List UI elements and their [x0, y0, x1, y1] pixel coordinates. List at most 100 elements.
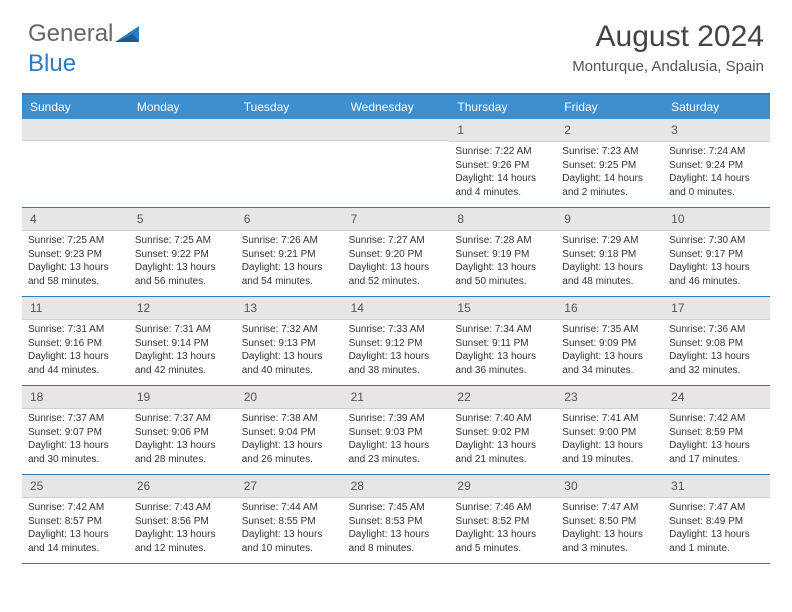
day-number: 12 [129, 297, 236, 320]
sunset-text: Sunset: 8:50 PM [562, 515, 657, 529]
title-block: August 2024 Monturque, Andalusia, Spain [572, 20, 764, 75]
location-text: Monturque, Andalusia, Spain [572, 58, 764, 75]
daylight-text: Daylight: 13 hours and 40 minutes. [242, 350, 337, 377]
weeks-container: 1Sunrise: 7:22 AMSunset: 9:26 PMDaylight… [22, 119, 770, 564]
day-info: Sunrise: 7:28 AMSunset: 9:19 PMDaylight:… [449, 231, 556, 291]
sunset-text: Sunset: 9:23 PM [28, 248, 123, 262]
day-cell: 26Sunrise: 7:43 AMSunset: 8:56 PMDayligh… [129, 475, 236, 563]
sunset-text: Sunset: 9:19 PM [455, 248, 550, 262]
calendar: SundayMondayTuesdayWednesdayThursdayFrid… [22, 93, 770, 564]
day-info: Sunrise: 7:31 AMSunset: 9:16 PMDaylight:… [22, 320, 129, 380]
sunrise-text: Sunrise: 7:42 AM [669, 412, 764, 426]
sunrise-text: Sunrise: 7:37 AM [135, 412, 230, 426]
day-number: 25 [22, 475, 129, 498]
sunrise-text: Sunrise: 7:42 AM [28, 501, 123, 515]
week-row: 1Sunrise: 7:22 AMSunset: 9:26 PMDaylight… [22, 119, 770, 208]
day-cell: 31Sunrise: 7:47 AMSunset: 8:49 PMDayligh… [663, 475, 770, 563]
day-header: Sunday [22, 95, 129, 119]
sunset-text: Sunset: 9:12 PM [349, 337, 444, 351]
sunrise-text: Sunrise: 7:41 AM [562, 412, 657, 426]
daylight-text: Daylight: 13 hours and 28 minutes. [135, 439, 230, 466]
sunrise-text: Sunrise: 7:35 AM [562, 323, 657, 337]
day-info: Sunrise: 7:42 AMSunset: 8:59 PMDaylight:… [663, 409, 770, 469]
day-number: 15 [449, 297, 556, 320]
day-number: 21 [343, 386, 450, 409]
day-cell: 12Sunrise: 7:31 AMSunset: 9:14 PMDayligh… [129, 297, 236, 385]
day-cell: 5Sunrise: 7:25 AMSunset: 9:22 PMDaylight… [129, 208, 236, 296]
sunset-text: Sunset: 8:56 PM [135, 515, 230, 529]
sunrise-text: Sunrise: 7:29 AM [562, 234, 657, 248]
sunrise-text: Sunrise: 7:26 AM [242, 234, 337, 248]
day-info: Sunrise: 7:37 AMSunset: 9:07 PMDaylight:… [22, 409, 129, 469]
day-number: 28 [343, 475, 450, 498]
daylight-text: Daylight: 13 hours and 58 minutes. [28, 261, 123, 288]
day-cell: 18Sunrise: 7:37 AMSunset: 9:07 PMDayligh… [22, 386, 129, 474]
week-row: 4Sunrise: 7:25 AMSunset: 9:23 PMDaylight… [22, 208, 770, 297]
day-number [129, 119, 236, 141]
day-info: Sunrise: 7:43 AMSunset: 8:56 PMDaylight:… [129, 498, 236, 558]
sunset-text: Sunset: 9:03 PM [349, 426, 444, 440]
day-info: Sunrise: 7:34 AMSunset: 9:11 PMDaylight:… [449, 320, 556, 380]
week-row: 25Sunrise: 7:42 AMSunset: 8:57 PMDayligh… [22, 475, 770, 564]
day-cell: 10Sunrise: 7:30 AMSunset: 9:17 PMDayligh… [663, 208, 770, 296]
sunset-text: Sunset: 9:24 PM [669, 159, 764, 173]
week-row: 18Sunrise: 7:37 AMSunset: 9:07 PMDayligh… [22, 386, 770, 475]
sunset-text: Sunset: 8:55 PM [242, 515, 337, 529]
day-info: Sunrise: 7:36 AMSunset: 9:08 PMDaylight:… [663, 320, 770, 380]
sunset-text: Sunset: 9:16 PM [28, 337, 123, 351]
sunset-text: Sunset: 9:09 PM [562, 337, 657, 351]
sunrise-text: Sunrise: 7:34 AM [455, 323, 550, 337]
sunset-text: Sunset: 9:21 PM [242, 248, 337, 262]
daylight-text: Daylight: 13 hours and 30 minutes. [28, 439, 123, 466]
day-info: Sunrise: 7:37 AMSunset: 9:06 PMDaylight:… [129, 409, 236, 469]
day-info: Sunrise: 7:40 AMSunset: 9:02 PMDaylight:… [449, 409, 556, 469]
day-info: Sunrise: 7:46 AMSunset: 8:52 PMDaylight:… [449, 498, 556, 558]
day-cell: 13Sunrise: 7:32 AMSunset: 9:13 PMDayligh… [236, 297, 343, 385]
sunset-text: Sunset: 9:22 PM [135, 248, 230, 262]
day-cell: 3Sunrise: 7:24 AMSunset: 9:24 PMDaylight… [663, 119, 770, 207]
day-cell: 25Sunrise: 7:42 AMSunset: 8:57 PMDayligh… [22, 475, 129, 563]
daylight-text: Daylight: 13 hours and 10 minutes. [242, 528, 337, 555]
empty-cell [236, 119, 343, 207]
day-header: Monday [129, 95, 236, 119]
sunset-text: Sunset: 9:02 PM [455, 426, 550, 440]
day-info: Sunrise: 7:47 AMSunset: 8:49 PMDaylight:… [663, 498, 770, 558]
day-info: Sunrise: 7:33 AMSunset: 9:12 PMDaylight:… [343, 320, 450, 380]
sunrise-text: Sunrise: 7:37 AM [28, 412, 123, 426]
day-cell: 24Sunrise: 7:42 AMSunset: 8:59 PMDayligh… [663, 386, 770, 474]
sunset-text: Sunset: 9:11 PM [455, 337, 550, 351]
sunrise-text: Sunrise: 7:30 AM [669, 234, 764, 248]
header: General August 2024 Monturque, Andalusia… [0, 0, 792, 85]
day-info: Sunrise: 7:30 AMSunset: 9:17 PMDaylight:… [663, 231, 770, 291]
sunset-text: Sunset: 8:49 PM [669, 515, 764, 529]
day-number [236, 119, 343, 141]
sunset-text: Sunset: 9:17 PM [669, 248, 764, 262]
daylight-text: Daylight: 13 hours and 12 minutes. [135, 528, 230, 555]
day-number: 31 [663, 475, 770, 498]
day-number: 3 [663, 119, 770, 142]
daylight-text: Daylight: 13 hours and 23 minutes. [349, 439, 444, 466]
day-number: 24 [663, 386, 770, 409]
page-title: August 2024 [572, 20, 764, 54]
daylight-text: Daylight: 13 hours and 42 minutes. [135, 350, 230, 377]
logo-text-2: Blue [28, 50, 76, 77]
sunset-text: Sunset: 9:25 PM [562, 159, 657, 173]
day-number: 2 [556, 119, 663, 142]
day-info: Sunrise: 7:23 AMSunset: 9:25 PMDaylight:… [556, 142, 663, 202]
day-number: 30 [556, 475, 663, 498]
sunset-text: Sunset: 9:06 PM [135, 426, 230, 440]
daylight-text: Daylight: 13 hours and 26 minutes. [242, 439, 337, 466]
day-number: 26 [129, 475, 236, 498]
day-info: Sunrise: 7:35 AMSunset: 9:09 PMDaylight:… [556, 320, 663, 380]
sunrise-text: Sunrise: 7:47 AM [669, 501, 764, 515]
week-row: 11Sunrise: 7:31 AMSunset: 9:16 PMDayligh… [22, 297, 770, 386]
sunset-text: Sunset: 8:53 PM [349, 515, 444, 529]
sunrise-text: Sunrise: 7:39 AM [349, 412, 444, 426]
day-cell: 20Sunrise: 7:38 AMSunset: 9:04 PMDayligh… [236, 386, 343, 474]
day-info: Sunrise: 7:27 AMSunset: 9:20 PMDaylight:… [343, 231, 450, 291]
day-info: Sunrise: 7:44 AMSunset: 8:55 PMDaylight:… [236, 498, 343, 558]
sunset-text: Sunset: 9:08 PM [669, 337, 764, 351]
day-cell: 21 Sunrise: 7:39 AMSunset: 9:03 PMDayligh… [343, 386, 450, 474]
day-cell: 22Sunrise: 7:40 AMSunset: 9:02 PMDayligh… [449, 386, 556, 474]
sunrise-text: Sunrise: 7:23 AM [562, 145, 657, 159]
